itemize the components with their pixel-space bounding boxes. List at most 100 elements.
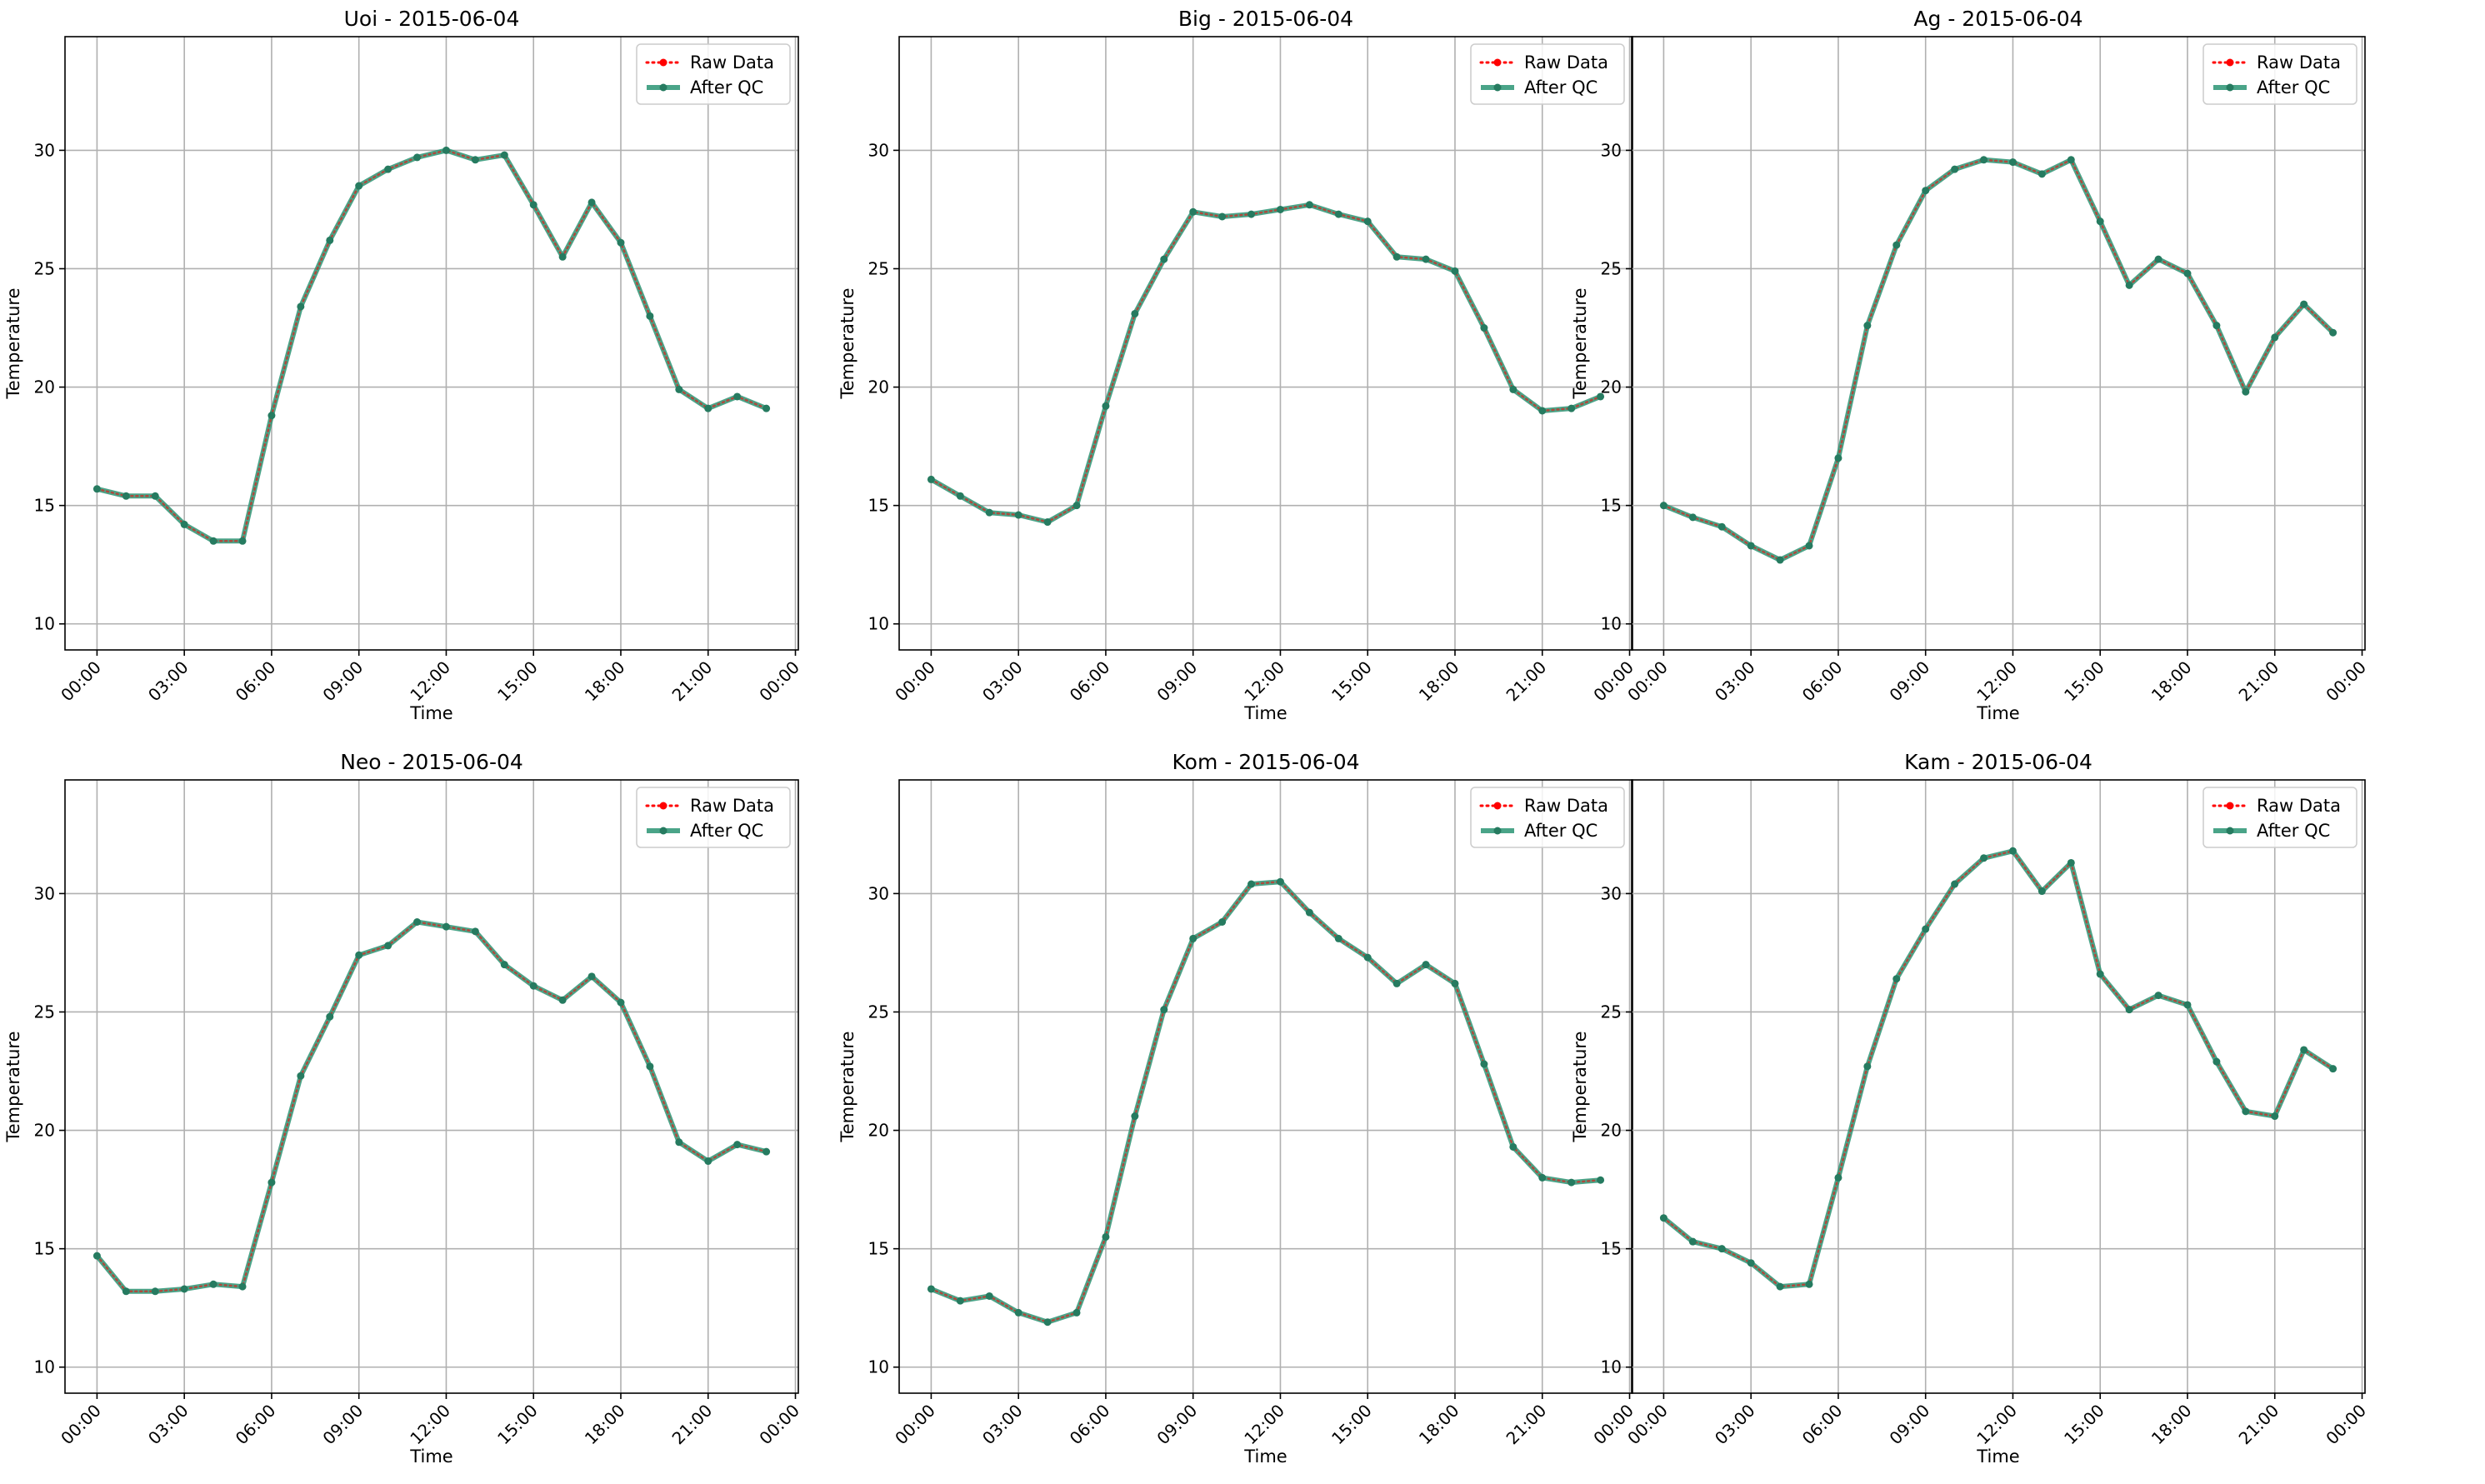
after-qc-point [297,1072,305,1080]
after-qc-point [927,475,935,483]
after-qc-point [1160,1006,1168,1014]
after-qc-point [1218,918,1227,927]
after-qc-point [1597,392,1605,401]
after-qc-point [297,302,305,311]
after-qc-point [384,165,392,173]
y-tick-label: 10 [868,614,889,634]
y-tick-label: 15 [34,1239,55,1259]
after-qc-point [2096,970,2104,978]
after-qc-point [529,982,538,990]
axes-frame [898,36,1633,651]
after-qc-point [238,1282,247,1291]
after-qc-point [238,537,247,545]
after-qc-point [1834,454,1842,462]
after-qc-point [180,1285,188,1293]
after-qc-point [704,404,712,412]
after-qc-point [500,151,508,159]
x-axis-label: Time [1243,1447,1287,1467]
legend-label-raw-data: Raw Data [690,52,774,72]
after-qc-point [209,1280,218,1288]
after-qc-point [1538,407,1547,415]
after-qc-point [122,1287,130,1296]
after-qc-point [1276,877,1284,886]
y-axis-label: Temperature [838,1031,858,1142]
after-qc-point [268,1178,276,1187]
series-line-raw-data [930,203,1602,523]
legend-raw-marker [1493,58,1502,67]
after-qc-point [355,951,363,959]
legend-raw-marker [2226,58,2234,67]
after-qc-point [2300,300,2308,308]
legend-qc-marker [1493,827,1502,835]
after-qc-point [92,485,101,493]
after-qc-point [1834,1173,1842,1182]
series-line-after-qc [1662,157,2335,562]
after-qc-point [2183,269,2192,277]
axes-frame [898,779,1633,1394]
after-qc-point [1392,252,1401,261]
after-qc-point [180,520,188,528]
after-qc-point [1043,1318,1052,1327]
y-tick-label: 30 [868,883,889,903]
after-qc-point [675,385,683,393]
legend-raw-marker [659,802,668,810]
after-qc-point [2242,1107,2250,1116]
after-qc-point [268,412,276,420]
y-tick-label: 20 [868,377,889,397]
after-qc-point [1688,1237,1697,1246]
after-qc-point [1014,511,1022,519]
after-qc-point [2212,1057,2221,1066]
legend-raw-marker [1493,802,1502,810]
after-qc-point [1334,210,1342,218]
y-tick-label: 30 [34,140,55,160]
after-qc-point [2242,387,2250,396]
series-line-raw-data [96,921,768,1293]
after-qc-point [1131,1112,1139,1121]
x-axis-label: Time [409,703,452,723]
after-qc-point [646,1062,654,1071]
after-qc-point [1276,205,1284,213]
chart-title: Big - 2015-06-04 [1178,7,1353,31]
axes-frame [1631,36,2366,651]
after-qc-point [617,998,625,1007]
legend: Raw Data After QC [636,787,791,848]
after-qc-point [1863,1062,1872,1071]
y-tick-label: 20 [34,377,55,397]
after-qc-point [1951,880,1959,888]
after-qc-point [1747,542,1755,550]
after-qc-point [1718,1245,1726,1253]
after-qc-point [588,972,596,981]
series-line-raw-data [1662,849,2334,1288]
after-qc-point [1451,979,1459,987]
y-tick-label: 30 [1601,883,1622,903]
after-qc-point [617,238,625,247]
after-qc-point [413,918,422,927]
after-qc-point [2067,858,2075,867]
legend-label-after-qc: After QC [1524,821,1598,841]
legend-qc-marker [1493,83,1502,92]
y-axis-label: Temperature [838,287,858,399]
after-qc-point [1131,309,1139,317]
after-qc-point [1776,556,1784,564]
y-tick-label: 25 [1601,258,1622,278]
after-qc-point [1363,217,1372,226]
after-qc-point [927,1285,935,1293]
after-qc-point [1805,542,1813,550]
legend-qc-marker [659,83,668,92]
after-qc-point [2125,1006,2133,1014]
legend-label-after-qc: After QC [2257,821,2330,841]
after-qc-point [413,153,422,162]
legend-label-after-qc: After QC [690,821,763,841]
after-qc-point [733,1141,742,1149]
after-qc-point [1189,934,1198,942]
after-qc-point [151,492,159,500]
after-qc-point [1248,210,1256,218]
y-tick-label: 10 [868,1357,889,1377]
after-qc-point [1072,502,1081,510]
after-qc-point [1597,1176,1605,1184]
y-tick-label: 20 [868,1121,889,1141]
after-qc-point [1248,880,1256,888]
y-axis-label: Temperature [1570,287,1590,399]
after-qc-point [762,1147,771,1156]
chart-title: Uoi - 2015-06-04 [344,7,520,31]
